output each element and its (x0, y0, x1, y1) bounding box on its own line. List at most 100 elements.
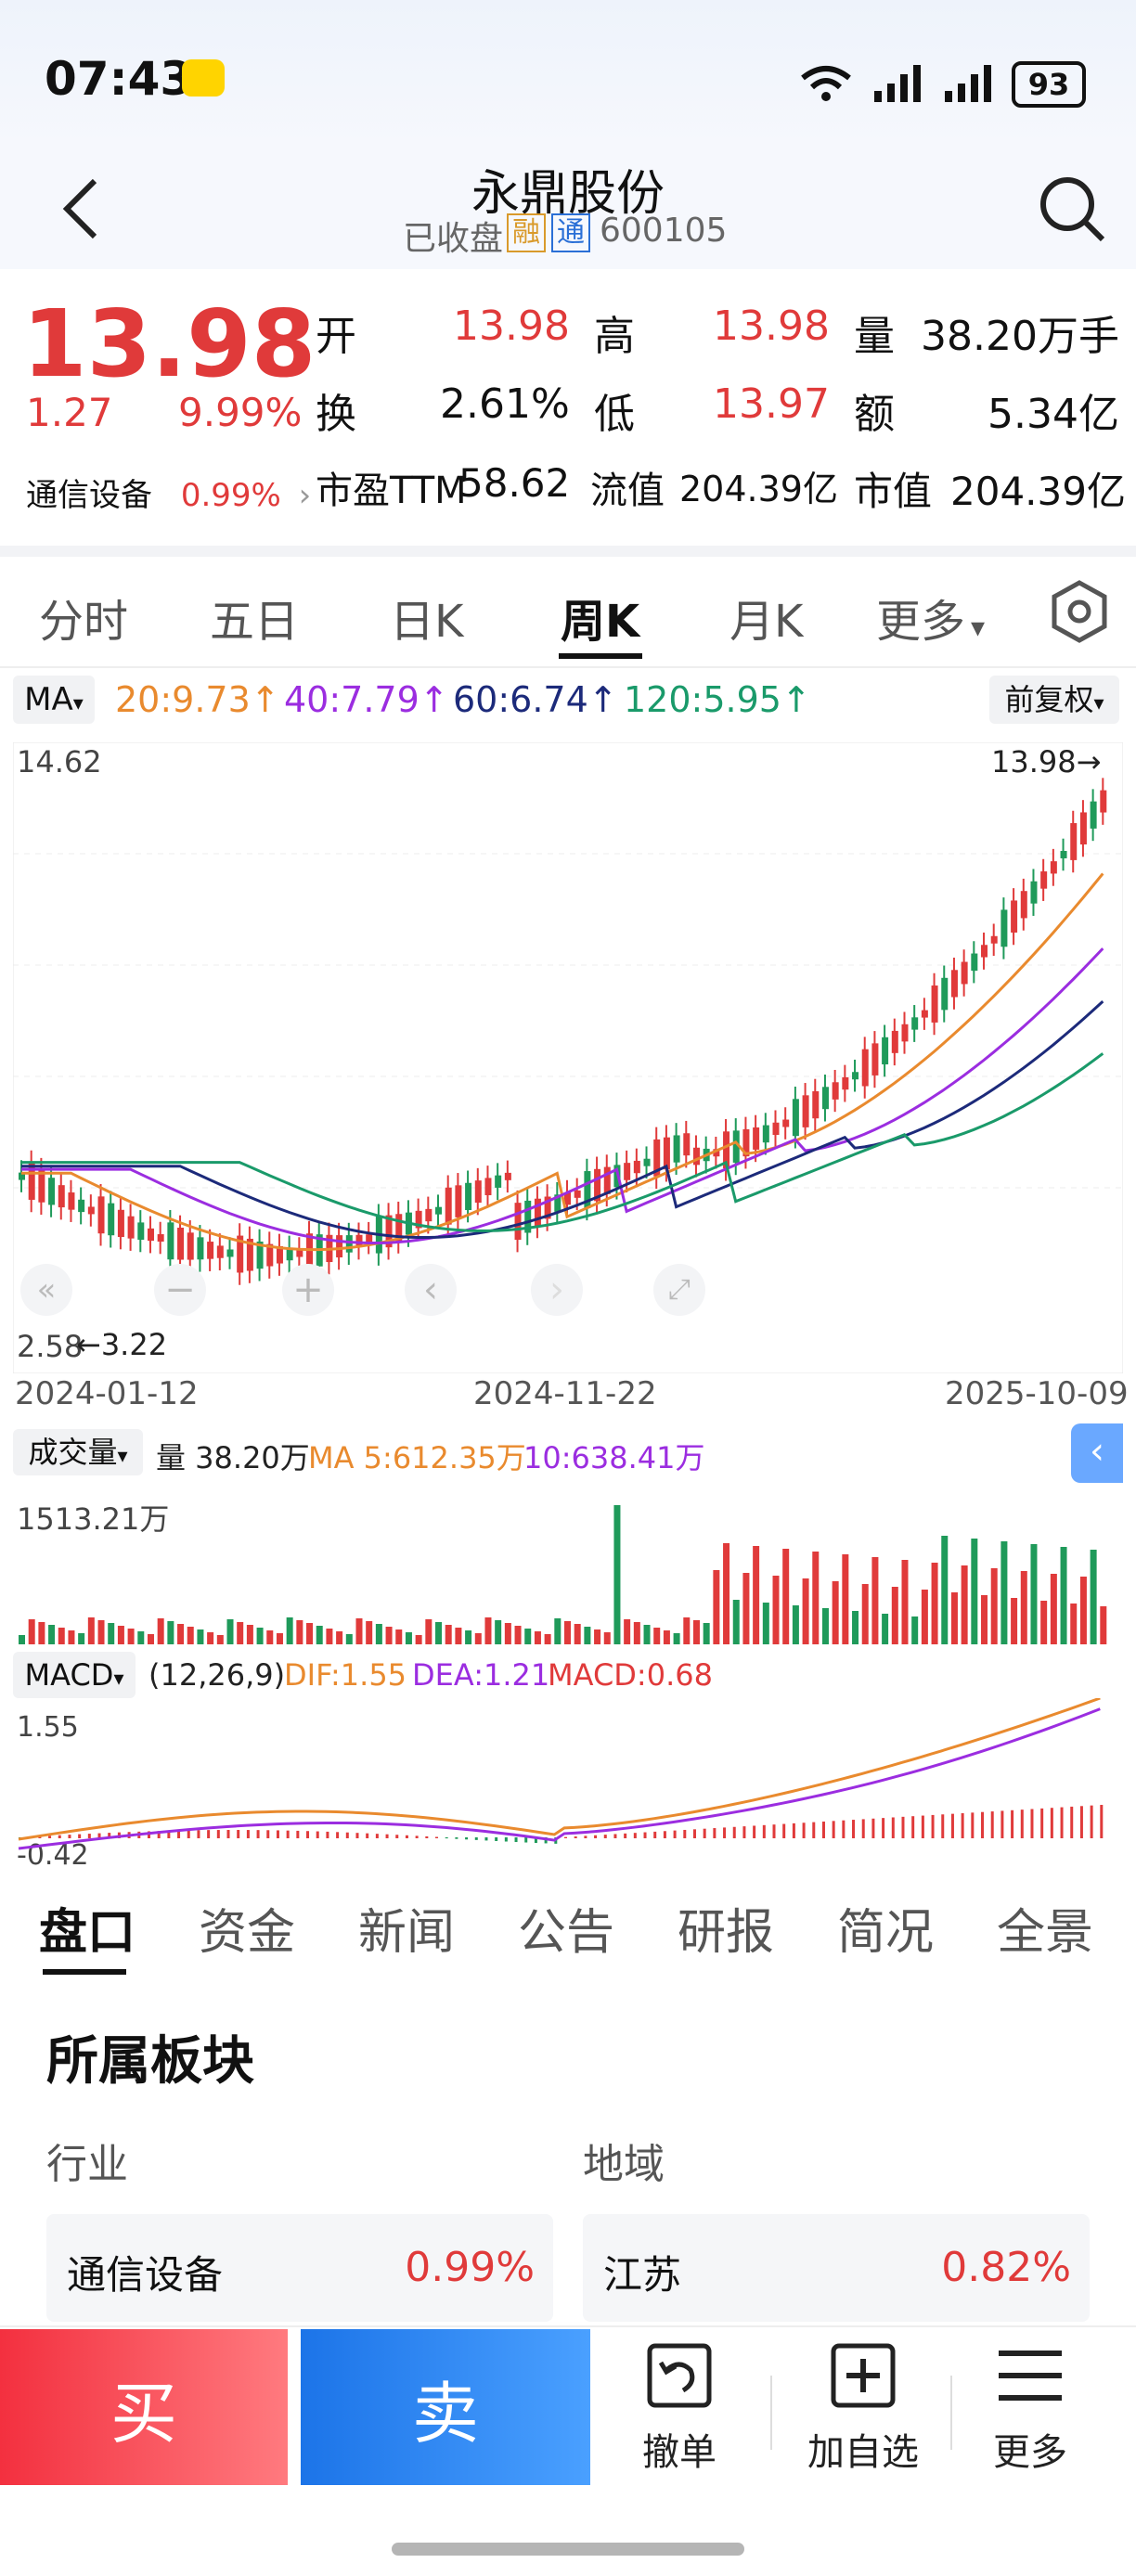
macd-bar (355, 1833, 359, 1838)
macd-bar (385, 1834, 389, 1838)
tab-weekly-k[interactable]: 周K (561, 596, 640, 648)
macd-bar (237, 1830, 240, 1838)
macd-bar (108, 1833, 111, 1838)
volume-bar (653, 1628, 661, 1644)
macd-bar (425, 1835, 429, 1838)
macd-bar (157, 1831, 161, 1838)
volume-bar (673, 1633, 680, 1644)
kline-chart[interactable] (12, 741, 1124, 1374)
volume-bar (861, 1584, 869, 1644)
volume-bar (495, 1620, 502, 1644)
scroll-left-icon[interactable]: ‹ (405, 1264, 457, 1316)
volume-bar (762, 1603, 769, 1644)
macd-bar (78, 1834, 82, 1838)
tab-order-book[interactable]: 盘口 (39, 1905, 136, 1961)
macd-bar (415, 1835, 419, 1838)
volume-bar (792, 1605, 799, 1644)
volume-bar (753, 1546, 760, 1644)
tab-more[interactable]: 更多 ▾ (876, 585, 985, 650)
volume-bar (157, 1618, 164, 1644)
macd-bar (990, 1811, 994, 1838)
volume-bar (345, 1634, 353, 1644)
fullscreen-icon[interactable]: ⤢ (653, 1264, 705, 1316)
volume-bar (58, 1628, 65, 1644)
volume-bar (723, 1543, 730, 1644)
candle-body (931, 985, 938, 1023)
candle-body (981, 945, 988, 958)
buy-button[interactable]: 买 (0, 2329, 288, 2485)
active-tab-underline (43, 1969, 126, 1975)
macd-bar (405, 1835, 408, 1838)
tab-monthly-k[interactable]: 月K (729, 596, 804, 648)
sell-button[interactable]: 卖 (301, 2329, 590, 2485)
search-icon[interactable] (1038, 174, 1108, 245)
last-price-marker: 13.98→ (991, 744, 1102, 779)
industry-label: 行业 (46, 2141, 128, 2188)
cancel-order-button[interactable]: 撤单 (596, 2338, 763, 2478)
macd-dropdown[interactable]: MACD▾ (13, 1652, 136, 1698)
more-button[interactable]: 更多 (947, 2338, 1114, 2478)
ma-dropdown[interactable]: MA▾ (13, 676, 95, 724)
adjust-dropdown[interactable]: 前复权▾ (989, 676, 1119, 724)
volume-dropdown[interactable]: 成交量▾ (13, 1429, 143, 1475)
volume-bar (821, 1608, 829, 1644)
candle-body (723, 1131, 730, 1169)
scroll-right-icon[interactable]: › (531, 1264, 583, 1316)
separator (770, 2376, 772, 2450)
macd-bar (1060, 1807, 1064, 1838)
macd-bar (504, 1837, 508, 1842)
volume-bar (445, 1625, 452, 1644)
volume-bar (216, 1635, 224, 1644)
add-watchlist-button[interactable]: 加自选 (780, 2338, 947, 2478)
tab-news[interactable]: 新闻 (358, 1905, 456, 1961)
cancel-order-label: 撤单 (642, 2431, 716, 2474)
field-value: 2.61% (440, 380, 570, 428)
volume-bar (871, 1557, 879, 1644)
tab-announcements[interactable]: 公告 (518, 1905, 615, 1961)
volume-bar (87, 1617, 95, 1644)
macd-bar (732, 1826, 736, 1838)
collapse-panel-icon[interactable]: ‹ (1071, 1423, 1123, 1483)
volume-bar (286, 1617, 293, 1644)
plus-box-icon (831, 2343, 896, 2408)
field-value: 13.97 (713, 380, 830, 428)
volume-max: 1513.21万 (17, 1501, 170, 1537)
candle-body (901, 1024, 909, 1042)
field-value: 38.20万手 (921, 313, 1119, 360)
scroll-left-fast-icon[interactable]: « (20, 1264, 72, 1316)
x-axis-date-end: 2025-10-09 (945, 1375, 1129, 1412)
zoom-in-icon[interactable]: + (282, 1264, 334, 1316)
header: 永鼎股份 已收盘 融 通 600105 (0, 148, 1136, 269)
region-card[interactable]: 江苏 0.82% (583, 2214, 1090, 2322)
candle-body (108, 1203, 115, 1236)
volume-bar (683, 1617, 691, 1644)
back-icon[interactable] (58, 176, 104, 241)
tab-profile[interactable]: 简况 (837, 1905, 935, 1961)
volume-bar (415, 1635, 422, 1644)
candle-body (544, 1196, 551, 1219)
volume-bar (524, 1629, 532, 1644)
macd-bar (296, 1830, 300, 1838)
macd-bar (256, 1830, 260, 1838)
tab-overview[interactable]: 全景 (997, 1905, 1094, 1961)
volume-bar (256, 1628, 264, 1644)
sector-pct: 0.99% (180, 477, 281, 514)
sector-link[interactable]: 通信设备 0.99% › (26, 470, 311, 515)
tab-daily-k[interactable]: 日K (390, 596, 464, 648)
tab-research[interactable]: 研报 (678, 1905, 775, 1961)
macd-bar (594, 1835, 598, 1838)
tab-timeshare[interactable]: 分时 (39, 596, 129, 648)
industry-card[interactable]: 通信设备 0.99% (46, 2214, 553, 2322)
candle-body (87, 1206, 95, 1215)
settings-icon[interactable] (1047, 579, 1112, 644)
active-tab-underline (559, 653, 642, 659)
candle-body (455, 1185, 462, 1217)
volume-bar (514, 1626, 522, 1644)
macd-hist: MACD:0.68 (548, 1657, 713, 1693)
tab-funds[interactable]: 资金 (199, 1905, 296, 1961)
ma120-value: 120:5.95↑ (624, 679, 811, 720)
macd-bar (950, 1813, 954, 1838)
volume-bar (246, 1625, 253, 1644)
zoom-out-icon[interactable]: − (154, 1264, 206, 1316)
tab-five-day[interactable]: 五日 (210, 596, 300, 648)
